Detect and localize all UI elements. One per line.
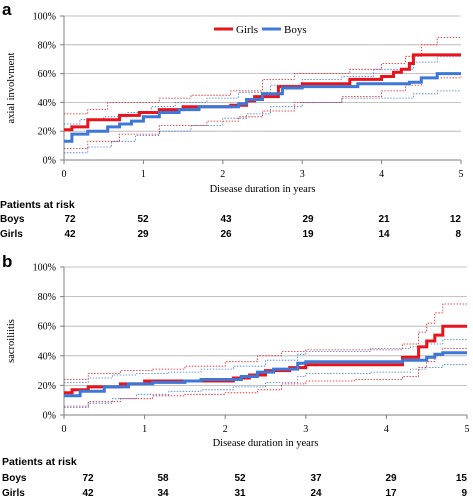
risk-cell: 42 [82,488,94,496]
panel-b-y-ticks: 0% 20% 40% 60% 80% 100% [33,263,64,422]
y-tick-label: 80% [38,292,56,303]
x-tick-label: 1 [141,169,146,180]
panel-a-series [64,37,462,154]
panel-a-x-axis-label: Disease duration in years [210,184,316,195]
x-tick-label: 4 [379,169,384,180]
y-tick-label: 60% [38,69,56,80]
panel-b-y-axis-label: sacroiliitis [6,319,17,363]
risk-cell: 42 [64,229,76,240]
risk-cell: 17 [385,488,397,496]
x-tick-label: 5 [465,424,470,435]
x-tick-label: 1 [142,424,147,435]
risk-cell: 29 [302,214,314,225]
risk-cell: 31 [234,488,246,496]
x-tick-label: 2 [220,169,225,180]
panel-b-x-ticks: 0 1 2 3 4 5 [62,415,470,435]
risk-cell: 21 [378,214,390,225]
panel-a-risk-cells: 72 52 43 29 21 12 42 29 26 19 14 8 [64,214,461,240]
risk-cell: 58 [157,473,169,484]
y-tick-label: 80% [38,40,56,51]
risk-cell: 72 [82,473,94,484]
risk-cell: 19 [302,229,314,240]
risk-cell: 12 [450,214,462,225]
panel-a-legend: Girls Boys [214,24,307,36]
risk-cell: 15 [456,473,468,484]
y-tick-label: 40% [38,351,56,362]
y-tick-label: 0% [43,156,56,167]
panel-a-y-ticks: 0% 20% 40% 60% 80% 100% [33,12,64,167]
risk-cell: 29 [137,229,149,240]
risk-row-label-girls: Girls [0,229,23,240]
risk-cell: 8 [455,229,461,240]
risk-cell: 24 [310,488,322,496]
panel-a-letter: a [2,0,12,19]
panel-a-y-axis-label: axial involvment [6,52,17,123]
y-tick-label: 0% [43,411,56,422]
panel-b-risk-cells: 72 58 52 37 29 15 42 34 31 24 17 9 [82,473,467,496]
confidence-band-boys [64,90,461,154]
legend-boys-label: Boys [284,24,307,36]
panel-a-risk-table: Patients at risk Boys Girls 72 52 43 29 21 12… [0,199,461,240]
panel-b-x-axis-label: Disease duration in years [213,438,319,449]
x-tick-label: 4 [384,424,389,435]
y-tick-label: 40% [38,98,56,109]
risk-cell: 37 [310,473,322,484]
panel-b-series [64,303,467,408]
risk-row-label-boys: Boys [2,473,27,484]
panel-b-axes [63,267,467,416]
risk-cell: 43 [220,214,232,225]
risk-cell: 26 [220,229,232,240]
panel-a-axes [63,16,461,161]
y-tick-label: 20% [38,381,56,392]
risk-cell: 9 [461,488,467,496]
x-tick-label: 5 [459,169,464,180]
y-tick-label: 60% [38,322,56,333]
x-tick-label: 0 [62,424,67,435]
risk-cell: 52 [137,214,149,225]
series-line-boys [64,351,467,398]
risk-table-title: Patients at risk [0,199,75,211]
panel-a-grid [64,15,461,132]
risk-table-title: Patients at risk [2,456,77,468]
panel-b-letter: b [2,252,12,271]
legend-girls-label: Girls [236,24,258,36]
risk-cell: 34 [157,488,169,496]
risk-row-label-girls: Girls [2,488,25,496]
x-tick-label: 0 [62,169,67,180]
confidence-band-girls [64,303,467,380]
risk-cell: 52 [234,473,246,484]
panel-b-risk-table: Patients at risk Boys Girls 72 58 52 37 29 15… [2,456,467,496]
panel-b-grid [64,266,467,386]
confidence-band-boys [64,364,467,408]
y-tick-label: 20% [38,127,56,138]
y-tick-label: 100% [33,263,56,274]
panel-a-x-ticks: 0 1 2 3 4 5 [62,160,464,180]
confidence-band-girls [64,76,462,149]
x-tick-label: 3 [300,169,305,180]
risk-cell: 14 [378,229,390,240]
series-line-boys [64,72,461,143]
y-tick-label: 100% [33,12,56,23]
confidence-band-boys [64,55,461,125]
risk-cell: 29 [385,473,397,484]
risk-cell: 72 [64,214,76,225]
x-tick-label: 2 [223,424,228,435]
risk-row-label-boys: Boys [0,214,25,225]
x-tick-label: 3 [303,424,308,435]
